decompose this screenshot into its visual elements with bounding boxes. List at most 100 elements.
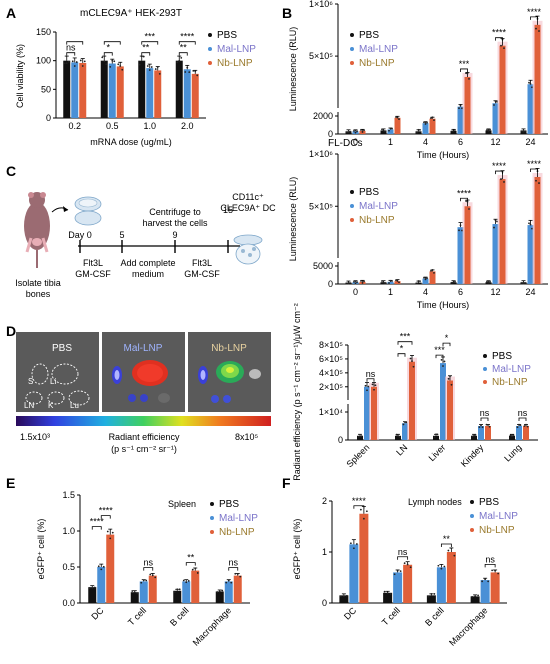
data-point xyxy=(388,129,390,132)
data-point xyxy=(473,434,475,437)
data-point xyxy=(493,104,495,106)
data-point xyxy=(424,278,427,281)
legend-label-1: Mal-LNP xyxy=(359,201,398,212)
bar-mal-lnp-0 xyxy=(349,544,359,603)
legend-label-1: Mal-LNP xyxy=(219,513,258,524)
data-point xyxy=(366,389,368,392)
data-point xyxy=(431,269,434,271)
data-point xyxy=(194,70,197,73)
add-medium-label-1: Add complete xyxy=(120,258,175,268)
data-point xyxy=(176,61,179,64)
data-point xyxy=(528,222,530,225)
sig-bracket xyxy=(495,170,503,175)
centrifuge-label-2: harvest the cells xyxy=(142,218,208,228)
legend-marker-0 xyxy=(350,190,354,194)
legend-label-0: PBS xyxy=(217,30,237,41)
y-tick-label: 0 xyxy=(328,129,333,139)
data-point xyxy=(481,580,484,583)
bar-pbs-2 xyxy=(415,282,422,284)
bar-pbs-0 xyxy=(63,60,71,118)
bar-mal-lnp-3 xyxy=(480,580,490,603)
data-point xyxy=(354,131,357,134)
chart-title: Spleen xyxy=(168,499,196,509)
bar-nb-lnp-4 xyxy=(523,426,529,440)
centrifuge-label-1: Centrifuge to xyxy=(149,207,201,217)
isolate-label-1: Isolate tibia xyxy=(15,278,61,288)
data-point xyxy=(353,130,355,132)
y-tick-label: 6×10⁵ xyxy=(319,354,343,364)
bar-pbs-0 xyxy=(88,587,97,603)
data-point xyxy=(436,433,439,436)
x-tick-label: 6 xyxy=(458,287,463,297)
data-point xyxy=(158,72,161,75)
bar-nb-lnp-1 xyxy=(116,66,124,118)
legend-label-0: PBS xyxy=(479,497,499,508)
data-point xyxy=(396,569,399,572)
sig-label: * xyxy=(400,344,404,354)
data-point xyxy=(500,178,502,180)
data-point xyxy=(360,280,362,282)
sig-bracket xyxy=(460,197,468,202)
y-tick-label: 100 xyxy=(36,56,51,66)
data-point xyxy=(67,60,70,63)
legend-label-0: PBS xyxy=(492,351,512,362)
bar-mal-lnp-3 xyxy=(478,426,484,440)
data-point xyxy=(156,66,159,68)
data-point xyxy=(389,279,392,282)
data-point xyxy=(364,384,367,387)
data-point xyxy=(384,130,386,133)
data-point xyxy=(346,282,348,285)
data-point xyxy=(91,587,94,589)
organ-li: Li xyxy=(50,377,56,386)
data-point xyxy=(494,569,497,572)
bar-nb-lnp-3 xyxy=(464,76,471,134)
data-point xyxy=(216,591,219,593)
legend-label-0: PBS xyxy=(219,499,239,510)
data-point xyxy=(398,436,401,438)
sig-label: **** xyxy=(527,7,542,17)
organ-s: S xyxy=(28,377,33,386)
data-point xyxy=(523,425,526,427)
data-point xyxy=(100,568,103,571)
data-point xyxy=(511,435,513,438)
data-point xyxy=(454,128,456,131)
sig-label: ns xyxy=(398,547,408,557)
sig-label: **** xyxy=(492,28,507,38)
panel-f-chart: 0 1 2 DC T cell B cell Macrophage **** ns ** ns eGF… xyxy=(292,496,518,648)
data-point xyxy=(487,580,490,583)
data-point xyxy=(371,383,374,386)
sig-label: **** xyxy=(352,496,367,506)
data-point xyxy=(424,123,427,125)
sig-label: **** xyxy=(90,517,105,527)
data-point xyxy=(440,358,443,361)
data-point xyxy=(521,130,523,133)
bar-pbs-4 xyxy=(485,130,492,134)
data-point xyxy=(133,591,136,594)
data-point xyxy=(437,564,440,567)
sig-label: *** xyxy=(434,345,445,355)
x-tick-label: 0.5 xyxy=(106,121,119,131)
data-point xyxy=(459,224,462,227)
data-point xyxy=(101,56,104,59)
panel-b-hek-chart: 1×10⁶ 5×10⁵ 2000 0 Luminescence (RLU) 0 1 4 6 12 2… xyxy=(288,0,548,160)
sig-bracket xyxy=(480,417,489,421)
legend-marker-1 xyxy=(483,367,487,371)
x-tick-label: 4 xyxy=(423,287,428,297)
chart-title: Lymph nodes xyxy=(408,497,462,507)
data-point xyxy=(186,66,189,69)
sig-label: ** xyxy=(443,534,451,544)
data-point xyxy=(93,586,96,589)
bar-nb-lnp-2 xyxy=(154,70,162,118)
data-point xyxy=(234,572,237,575)
data-point xyxy=(103,60,106,63)
bar-mal-lnp-2 xyxy=(182,581,191,603)
legend-label-1: Mal-LNP xyxy=(359,44,398,55)
bar-pbs-0 xyxy=(339,595,349,603)
data-point xyxy=(403,562,406,565)
panel-a-chart: mCLEC9A⁺ HEK-293T 0 50 100 150 0.2 0.5 1.0 2.0 ns… xyxy=(15,8,256,147)
data-point xyxy=(447,377,450,380)
data-point xyxy=(486,129,488,131)
data-point xyxy=(381,128,383,131)
mouse-illustration xyxy=(24,192,50,268)
data-point xyxy=(531,86,533,89)
